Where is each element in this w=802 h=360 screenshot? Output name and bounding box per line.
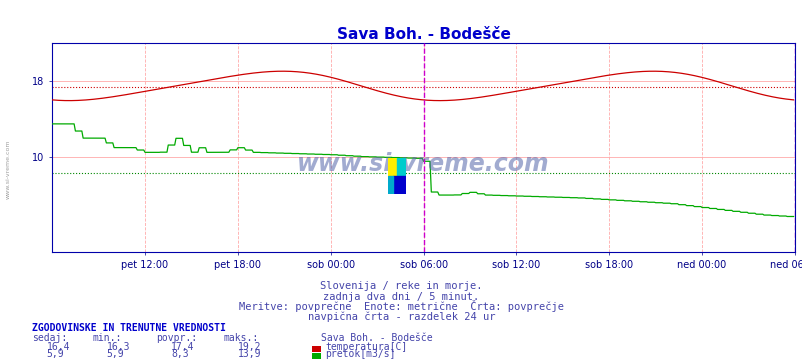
- Text: ZGODOVINSKE IN TRENUTNE VREDNOSTI: ZGODOVINSKE IN TRENUTNE VREDNOSTI: [32, 323, 225, 333]
- Bar: [393, 176, 405, 194]
- Text: 5,9: 5,9: [47, 349, 64, 359]
- Text: navpična črta - razdelek 24 ur: navpična črta - razdelek 24 ur: [307, 311, 495, 322]
- Text: maks.:: maks.:: [223, 333, 258, 343]
- Bar: [396, 158, 405, 176]
- Title: Sava Boh. - Bodešče: Sava Boh. - Bodešče: [336, 27, 510, 42]
- Text: 17,4: 17,4: [171, 342, 194, 352]
- Text: pretok[m3/s]: pretok[m3/s]: [325, 349, 395, 359]
- Text: 5,9: 5,9: [107, 349, 124, 359]
- Text: Meritve: povprečne  Enote: metrične  Črta: povprečje: Meritve: povprečne Enote: metrične Črta:…: [239, 300, 563, 312]
- Text: www.si-vreme.com: www.si-vreme.com: [6, 139, 10, 199]
- Bar: [387, 158, 396, 176]
- Text: 13,9: 13,9: [237, 349, 261, 359]
- Text: min.:: min.:: [92, 333, 122, 343]
- Text: zadnja dva dni / 5 minut.: zadnja dva dni / 5 minut.: [323, 292, 479, 302]
- Text: 16,4: 16,4: [47, 342, 70, 352]
- Text: temperatura[C]: temperatura[C]: [325, 342, 407, 352]
- Text: 16,3: 16,3: [107, 342, 130, 352]
- Text: Sava Boh. - Bodešče: Sava Boh. - Bodešče: [321, 333, 432, 343]
- Text: povpr.:: povpr.:: [156, 333, 197, 343]
- Text: sedaj:: sedaj:: [32, 333, 67, 343]
- Text: 8,3: 8,3: [171, 349, 188, 359]
- Text: Slovenija / reke in morje.: Slovenija / reke in morje.: [320, 282, 482, 292]
- Text: 19,2: 19,2: [237, 342, 261, 352]
- Text: www.si-vreme.com: www.si-vreme.com: [297, 152, 549, 176]
- Bar: [387, 176, 393, 194]
